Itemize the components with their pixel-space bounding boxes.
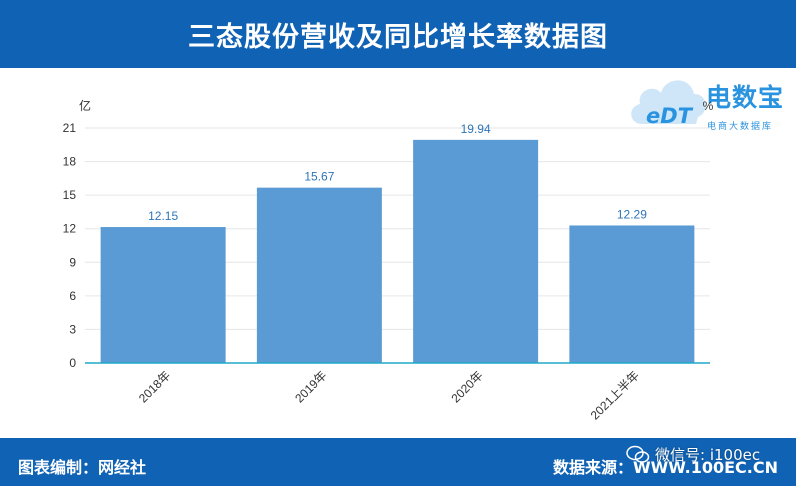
- value-label: 15.67: [304, 170, 334, 184]
- data-source: 数据来源：WWW.100EC.CN: [552, 458, 778, 477]
- bar-4: [569, 225, 695, 363]
- y-tick-label: 18: [63, 155, 77, 169]
- value-label: 12.15: [148, 209, 178, 223]
- chart-title: 三态股份营收及同比增长率数据图: [188, 21, 608, 53]
- header-banner: 三态股份营收及同比增长率数据图: [0, 0, 796, 68]
- y-tick-labels: 0 3 6 9 12 15 18 21: [63, 121, 77, 370]
- value-label: 12.29: [617, 207, 647, 221]
- footer-banner: 图表编制：网经社 微信号: i100ec 数据来源：WWW.100EC.CN: [0, 438, 796, 486]
- y-axis-unit-label: 亿: [79, 98, 91, 113]
- x-tick-label: 2021上半年: [588, 368, 642, 422]
- bars: [100, 139, 695, 363]
- y-tick-label: 15: [63, 188, 77, 202]
- value-labels: 12.15 15.67 19.94 12.29: [148, 122, 647, 223]
- y-tick-label: 6: [69, 289, 76, 303]
- bar-3: [413, 139, 539, 363]
- y-tick-label: 0: [69, 356, 76, 370]
- y-tick-label: 12: [63, 222, 77, 236]
- logo-brand-text: 电数宝: [706, 83, 785, 112]
- bar-2: [256, 187, 382, 363]
- y-tick-label: 9: [69, 255, 76, 269]
- logo-icon-text: eDT: [646, 104, 694, 128]
- wechat-watermark: 微信号: i100ec: [626, 442, 760, 466]
- edt-logo: eDT 电数宝 电商大数据库: [628, 72, 792, 134]
- bar-1: [100, 227, 226, 363]
- logo-sub-text: 电商大数据库: [707, 122, 774, 132]
- y-tick-label: 21: [63, 121, 77, 135]
- value-label: 19.94: [461, 122, 491, 136]
- chart-compiler: 图表编制：网经社: [18, 458, 147, 477]
- x-tick-label: 2018年: [136, 368, 173, 405]
- y2-axis-unit-label: %: [703, 99, 714, 113]
- cloud-logo-icon: eDT: [631, 80, 706, 128]
- wechat-icon: [626, 445, 650, 463]
- x-tick-label: 2020年: [448, 368, 485, 405]
- x-tick-labels: 2018年 2019年 2020年 2021上半年: [136, 368, 642, 422]
- wechat-id: 微信号: i100ec: [655, 445, 761, 464]
- y-tick-label: 3: [69, 322, 76, 336]
- x-tick-label: 2019年: [292, 368, 329, 405]
